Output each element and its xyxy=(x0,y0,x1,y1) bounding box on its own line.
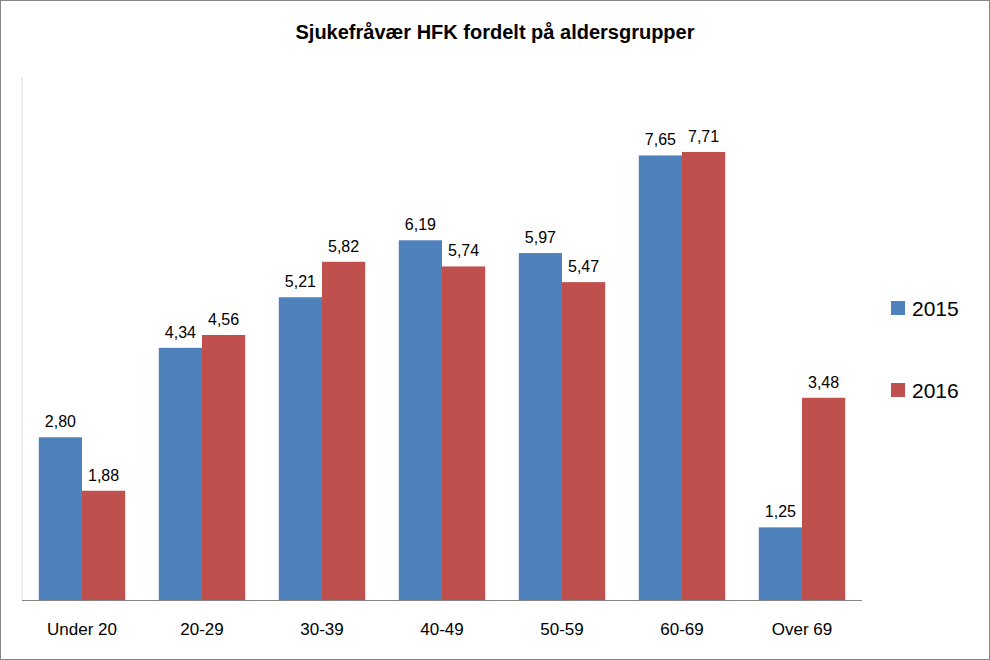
chart-title: Sjukefråvær HFK fordelt på aldersgrupper xyxy=(296,21,695,43)
data-label: 6,19 xyxy=(405,216,436,233)
bar xyxy=(82,491,125,600)
data-labels: 2,80 4,34 5,21 6,19 5,97 7,65 1,25 1,88 4,56 5,82… xyxy=(45,128,839,520)
x-tick-label: 30-39 xyxy=(300,620,343,639)
data-label: 5,82 xyxy=(328,238,359,255)
bars xyxy=(39,152,845,600)
bar xyxy=(279,297,322,600)
y-axis-line xyxy=(22,77,23,600)
bar xyxy=(802,398,845,600)
data-label: 4,56 xyxy=(208,311,239,328)
data-label: 4,34 xyxy=(165,324,196,341)
legend-label: 2015 xyxy=(912,297,959,320)
x-tick-label: 60-69 xyxy=(660,620,703,639)
data-label: 1,25 xyxy=(765,503,796,520)
x-tick-label: Over 69 xyxy=(772,620,832,639)
x-tick-label: 20-29 xyxy=(180,620,223,639)
bar xyxy=(442,266,485,600)
bar xyxy=(682,152,725,600)
legend-swatch xyxy=(891,301,905,315)
x-tick-label: Under 20 xyxy=(47,620,117,639)
legend: 2015 2016 xyxy=(891,297,959,402)
legend-label: 2016 xyxy=(912,379,959,402)
data-label: 3,48 xyxy=(808,374,839,391)
data-label: 5,47 xyxy=(568,258,599,275)
bar xyxy=(759,527,802,600)
data-label: 2,80 xyxy=(45,413,76,430)
x-axis-line xyxy=(22,600,862,601)
x-tick-label: 50-59 xyxy=(540,620,583,639)
data-label: 7,65 xyxy=(645,131,676,148)
bar xyxy=(639,155,682,600)
chart-frame xyxy=(1,1,990,660)
data-label: 7,71 xyxy=(688,128,719,145)
data-label: 5,21 xyxy=(285,273,316,290)
legend-swatch xyxy=(891,383,905,397)
bar xyxy=(159,348,202,600)
bar xyxy=(399,240,442,600)
x-tick-label: 40-49 xyxy=(420,620,463,639)
bar xyxy=(202,335,245,600)
bar xyxy=(322,262,365,600)
bar xyxy=(519,253,562,600)
bar xyxy=(39,437,82,600)
chart-svg: Sjukefråvær HFK fordelt på aldersgrupper… xyxy=(0,0,990,660)
bar xyxy=(562,282,605,600)
data-label: 5,74 xyxy=(448,242,479,259)
data-label: 1,88 xyxy=(88,467,119,484)
chart-container: Sjukefråvær HFK fordelt på aldersgrupper… xyxy=(0,0,990,660)
data-label: 5,97 xyxy=(525,229,556,246)
